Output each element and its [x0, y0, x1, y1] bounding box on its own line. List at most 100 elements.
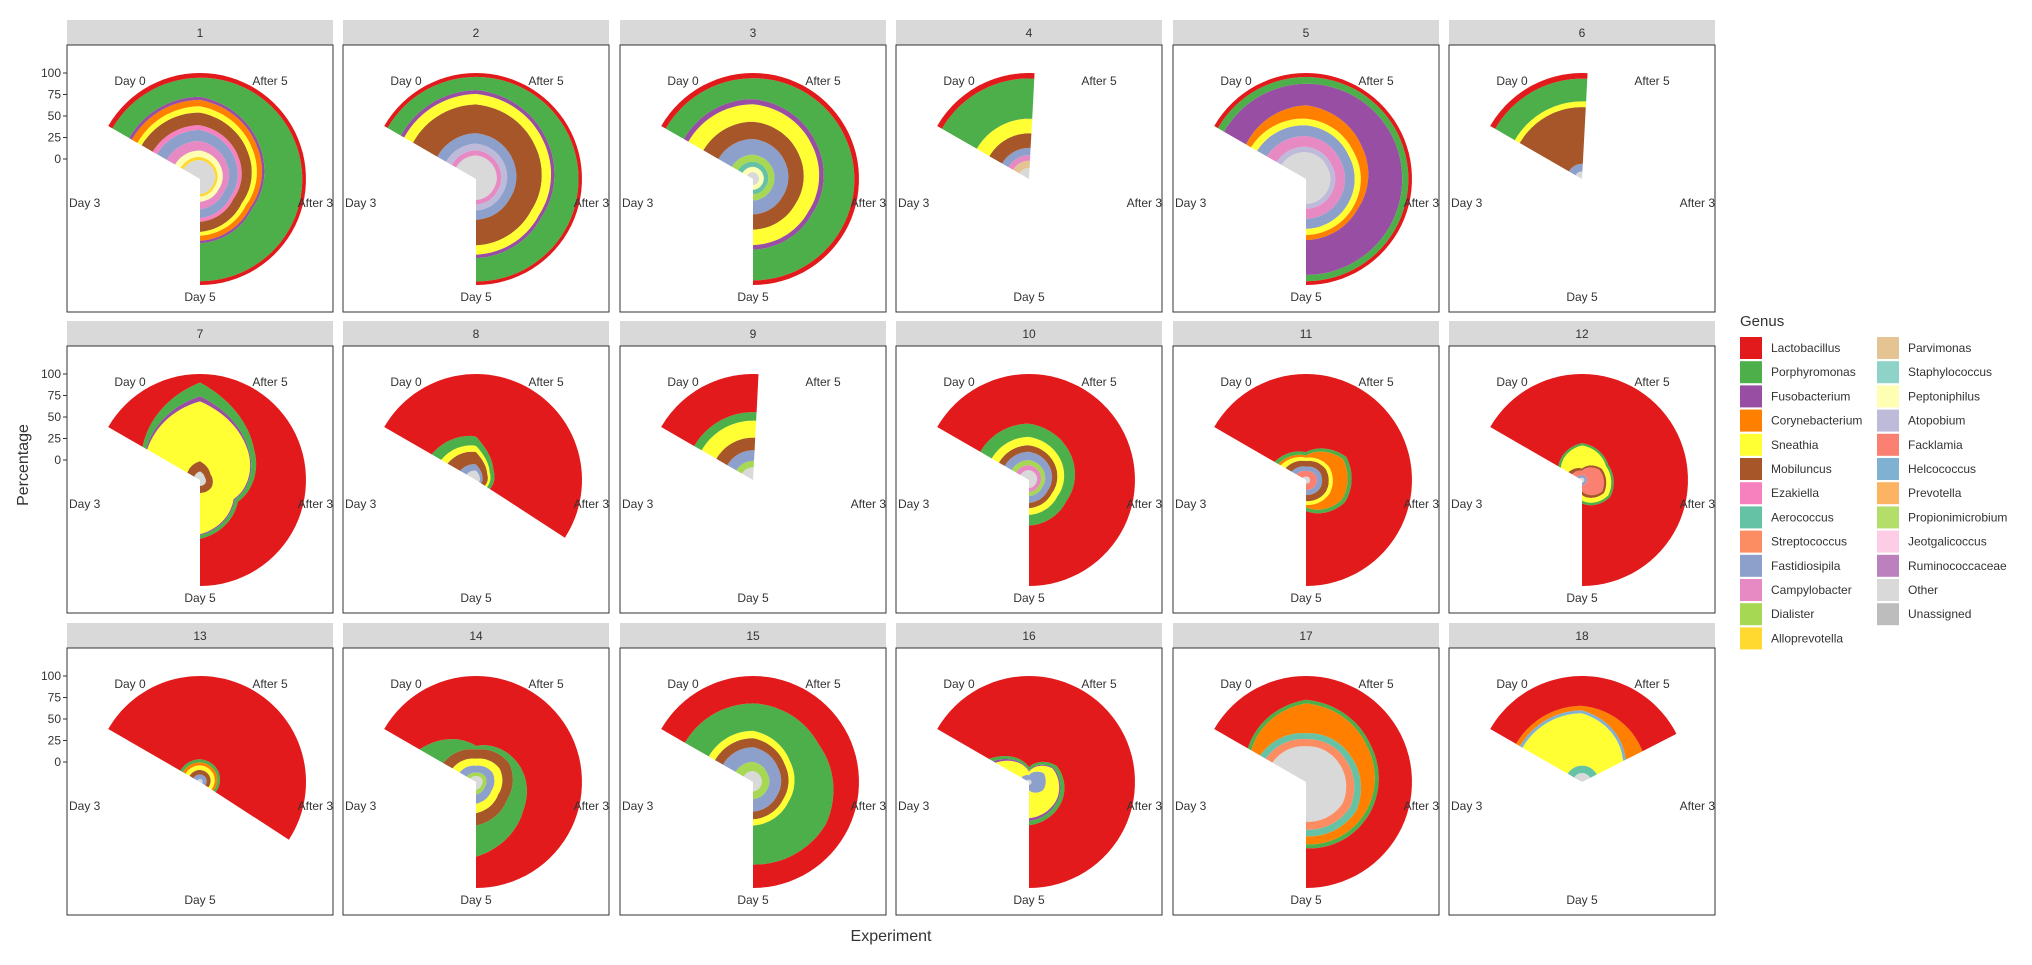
y-tick-label: 25	[48, 131, 62, 145]
legend-label: Jeotgalicoccus	[1908, 535, 1987, 549]
area-dialister	[466, 772, 487, 795]
legend-label: Alloprevotella	[1771, 631, 1843, 645]
facet-strip-label: 17	[1299, 629, 1313, 643]
legend-label: Atopobium	[1908, 414, 1965, 428]
area-other	[1281, 152, 1331, 204]
facet-strip	[343, 321, 609, 346]
area-sneathia	[1514, 101, 1587, 143]
facet-strip	[896, 321, 1162, 346]
facet-panel: 9 Day 0 After 5 After 3 Day 5 Day 3	[619, 321, 887, 614]
area-porphyromonas	[419, 739, 527, 857]
facet-panel: 6 Day 0 After 5 After 3 Day 5 Day 3	[1448, 20, 1716, 313]
legend-label: Other	[1908, 583, 1938, 597]
area-lactobacillus	[937, 73, 1035, 129]
area-other	[742, 467, 754, 480]
legend-label: Dialister	[1771, 607, 1814, 621]
area-sneathia	[452, 758, 503, 814]
facet-strip-label: 12	[1575, 327, 1589, 341]
category-label: After 3	[1127, 799, 1163, 813]
area-mobiluncus	[1519, 107, 1586, 172]
polar-area-layers	[108, 73, 306, 285]
area-other	[466, 470, 480, 482]
category-label: Day 3	[1451, 799, 1483, 813]
facet-strip	[1449, 20, 1715, 45]
facet-panel: 1 Day 0 After 5 After 3 Day 5 Day 3 100 75 50 25 0	[41, 20, 334, 313]
polar-area-layers	[1490, 73, 1588, 179]
y-tick-label: 50	[48, 410, 62, 424]
polar-area-layers	[937, 676, 1135, 888]
y-tick-label: 75	[48, 691, 62, 705]
category-label: Day 3	[1175, 196, 1207, 210]
area-other	[747, 172, 760, 186]
category-label: After 3	[1404, 799, 1440, 813]
area-corynebacterium	[1251, 703, 1375, 845]
polar-area-layers	[661, 73, 859, 285]
legend-key	[1877, 603, 1899, 626]
category-label: After 3	[574, 497, 610, 511]
category-label: After 5	[252, 677, 288, 691]
area-other	[1020, 470, 1038, 489]
area-fastidiosipila	[1291, 466, 1323, 495]
area-lactobacillus	[1214, 374, 1412, 586]
legend-label: Staphylococcus	[1908, 365, 1992, 379]
y-tick-label: 50	[48, 109, 62, 123]
polar-area-layers	[384, 676, 582, 888]
facet-strip	[1173, 623, 1439, 648]
area-lactobacillus	[1490, 676, 1677, 752]
category-label: After 5	[528, 375, 564, 389]
legend-label: Facklamia	[1908, 438, 1963, 452]
facet-strip-label: 15	[746, 629, 760, 643]
facet-strip-label: 11	[1300, 327, 1313, 341]
area-other	[743, 771, 762, 792]
area-other	[456, 155, 497, 200]
facet-panel: 15 Day 0 After 5 After 3 Day 5 Day 3	[619, 623, 887, 916]
legend-key	[1740, 458, 1762, 480]
legend-key	[1877, 482, 1899, 505]
area-fastidiosipila	[193, 774, 207, 786]
area-fastidiosipila	[727, 450, 755, 471]
polar-area-layers	[937, 73, 1035, 179]
legend: Genus Lactobacillus Porphyromonas Fusobacte…	[1740, 313, 2007, 650]
category-label: Day 5	[1290, 591, 1322, 605]
facet-strip	[67, 321, 333, 346]
category-label: After 3	[574, 196, 610, 210]
area-dialister	[735, 761, 770, 800]
facet-strip-label: 4	[1026, 26, 1033, 40]
legend-label: Lactobacillus	[1771, 341, 1840, 355]
facet-panel: 17 Day 0 After 5 After 3 Day 5 Day 3	[1172, 623, 1440, 916]
category-label: Day 3	[345, 497, 377, 511]
y-tick-label: 75	[48, 88, 62, 102]
facet-strip	[1173, 321, 1439, 346]
category-label: Day 5	[1013, 893, 1045, 907]
category-label: Day 5	[184, 591, 216, 605]
category-label: After 5	[528, 74, 564, 88]
legend-label: Ezakiella	[1771, 486, 1819, 500]
category-label: Day 3	[69, 799, 101, 813]
facet-strip	[1449, 321, 1715, 346]
area-corynebacterium	[1516, 705, 1643, 760]
legend-key	[1740, 337, 1762, 359]
area-other	[1574, 773, 1591, 782]
category-label: Day 0	[390, 375, 422, 389]
area-lactobacillus	[1214, 676, 1412, 888]
category-label: Day 0	[390, 677, 422, 691]
polar-area-layers	[1490, 374, 1688, 586]
category-label: After 5	[252, 375, 288, 389]
category-label: Day 3	[622, 196, 654, 210]
category-label: After 3	[574, 799, 610, 813]
category-label: After 5	[1081, 375, 1117, 389]
legend-key	[1877, 433, 1899, 456]
legend-label: Peptoniphilus	[1908, 389, 1980, 403]
area-other	[1579, 477, 1585, 483]
legend-label: Sneathia	[1771, 438, 1819, 452]
polar-area-layers	[1214, 374, 1412, 586]
category-label: After 5	[252, 74, 288, 88]
legend-label: Helcococcus	[1908, 462, 1976, 476]
area-sneathia	[976, 118, 1033, 157]
facet-strip	[67, 623, 333, 648]
legend-key	[1740, 530, 1762, 553]
facet-strip-label: 5	[1303, 26, 1310, 40]
area-helcococcus	[1519, 710, 1627, 761]
category-label: Day 5	[737, 893, 769, 907]
